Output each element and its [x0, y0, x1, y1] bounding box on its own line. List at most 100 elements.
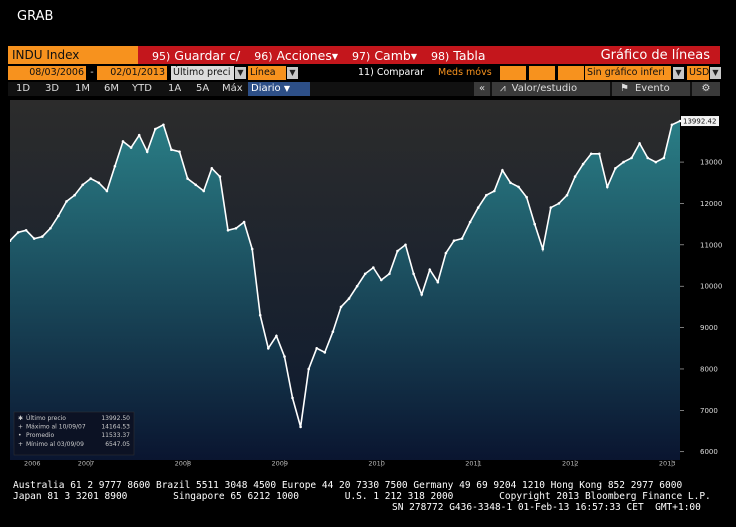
data-point	[162, 123, 165, 127]
legend-marker-icon: ✱	[18, 415, 23, 422]
x-tick-label: 2007	[78, 460, 95, 468]
data-point	[404, 243, 407, 247]
data-point	[420, 293, 424, 296]
period-1d[interactable]: 1D	[16, 83, 31, 94]
data-point	[598, 152, 601, 156]
data-point	[436, 280, 440, 284]
data-point	[226, 229, 230, 232]
last-price-label: 13992.42	[683, 118, 716, 126]
end-date-field[interactable]: 02/01/2013	[97, 66, 167, 80]
start-date-field[interactable]: 08/03/2006	[8, 66, 86, 80]
moving-avg-field-2[interactable]	[529, 66, 555, 80]
ticker-field[interactable]: INDU Index	[8, 46, 138, 64]
event-button[interactable]: ⚑ Evento	[612, 82, 690, 96]
data-point	[646, 156, 649, 160]
style-dropdown-icon[interactable]: ▼	[287, 67, 298, 79]
field-select[interactable]: Último preci	[171, 66, 234, 80]
data-point	[501, 169, 504, 172]
legend-value: 14164.53	[101, 424, 130, 431]
data-point	[194, 183, 197, 187]
table-label: Tabla	[453, 47, 486, 63]
data-point	[517, 185, 520, 189]
legend-marker-icon: +	[18, 441, 23, 448]
legend-value: 13992.50	[101, 415, 130, 422]
collapse-icon[interactable]: «	[474, 82, 490, 96]
legend-label: Promedio	[26, 432, 55, 439]
window-title: GRAB	[17, 9, 54, 24]
data-point	[10, 239, 12, 242]
data-point	[372, 266, 375, 269]
x-tick-label: 2008	[175, 460, 192, 468]
period-3d[interactable]: 3D	[45, 83, 60, 94]
legend-label: Último precio	[26, 415, 66, 422]
chevron-down-icon: ▼	[283, 84, 290, 93]
data-point	[468, 220, 472, 224]
data-point	[541, 247, 545, 251]
period-1a[interactable]: 1A	[168, 83, 182, 94]
x-tick-label: 2006	[24, 460, 41, 468]
actions-menu-button[interactable]: 96) Acciones▼	[254, 48, 338, 63]
data-point	[355, 284, 359, 288]
actions-label: Acciones	[276, 47, 332, 63]
frequency-select[interactable]: Diario ▼	[248, 82, 310, 96]
data-point	[16, 231, 20, 234]
compare-button[interactable]: 11) Comparar	[358, 67, 424, 78]
style-select[interactable]: Línea	[248, 66, 286, 80]
gear-icon[interactable]: ⚙	[692, 82, 720, 96]
x-tick-label: 2013	[659, 460, 676, 468]
study-label: Valor/estudio	[511, 83, 578, 94]
data-point	[137, 133, 141, 137]
lower-chart-dropdown-icon[interactable]: ▼	[673, 67, 684, 79]
data-point	[565, 193, 569, 197]
data-point	[638, 142, 641, 145]
lower-chart-select[interactable]: Sin gráfico inferi	[585, 66, 671, 80]
moving-avg-button[interactable]: Meds móvs	[438, 67, 492, 78]
currency-dropdown-icon[interactable]: ▼	[710, 67, 721, 79]
actions-code: 96)	[254, 49, 273, 63]
data-point	[493, 189, 496, 193]
data-point	[670, 123, 674, 127]
event-label: Evento	[634, 83, 670, 94]
frequency-label: Diario	[251, 83, 281, 94]
change-label: Camb	[374, 47, 411, 63]
data-point	[89, 177, 92, 180]
save-button[interactable]: 95) Guardar c/	[152, 48, 240, 63]
period-ytd[interactable]: YTD	[132, 83, 152, 94]
data-point	[323, 351, 327, 354]
price-chart[interactable]: 6000 7000 8000 9000 10000 11000 12000 13000 2006…	[10, 100, 724, 468]
data-point	[654, 160, 658, 164]
data-point	[476, 206, 480, 209]
period-bar: 1D 3D 1M 6M YTD 1A 5A Máx Diario ▼ « ⩘ Va…	[8, 82, 720, 96]
period-5a[interactable]: 5A	[196, 83, 210, 94]
period-6m[interactable]: 6M	[104, 83, 119, 94]
data-point	[622, 160, 625, 164]
data-point	[444, 251, 448, 255]
data-point	[97, 181, 101, 185]
data-point	[549, 206, 553, 209]
session-line: SN 278772 G436-3348-1 01-Feb-13 16:57:33…	[392, 502, 701, 513]
data-point	[307, 367, 311, 371]
period-1m[interactable]: 1M	[75, 83, 90, 94]
data-point	[210, 167, 214, 170]
save-label: Guardar c/	[174, 47, 241, 63]
currency-select[interactable]: USD	[687, 66, 710, 80]
data-point	[614, 167, 617, 170]
y-tick-label: 8000	[700, 365, 718, 373]
chart-type-title: Gráfico de líneas	[600, 47, 710, 63]
chart-line-icon: ⩘	[500, 83, 506, 94]
moving-avg-field-3[interactable]	[558, 66, 584, 80]
moving-avg-field-1[interactable]	[500, 66, 526, 80]
data-point	[388, 272, 391, 276]
data-point	[24, 229, 28, 232]
field-dropdown-icon[interactable]: ▼	[235, 67, 246, 79]
data-point	[242, 220, 246, 224]
study-button[interactable]: ⩘ Valor/estudio	[492, 82, 610, 96]
change-menu-button[interactable]: 97) Camb▼	[352, 48, 417, 63]
data-point	[509, 181, 512, 185]
data-point	[299, 425, 302, 429]
period-max[interactable]: Máx	[222, 83, 243, 94]
data-point	[145, 150, 149, 153]
table-button[interactable]: 98) Tabla	[431, 48, 486, 63]
x-tick-label: 2011	[465, 460, 482, 468]
settings-bar: 08/03/2006 - 02/01/2013 Último preci ▼ L…	[8, 66, 721, 80]
